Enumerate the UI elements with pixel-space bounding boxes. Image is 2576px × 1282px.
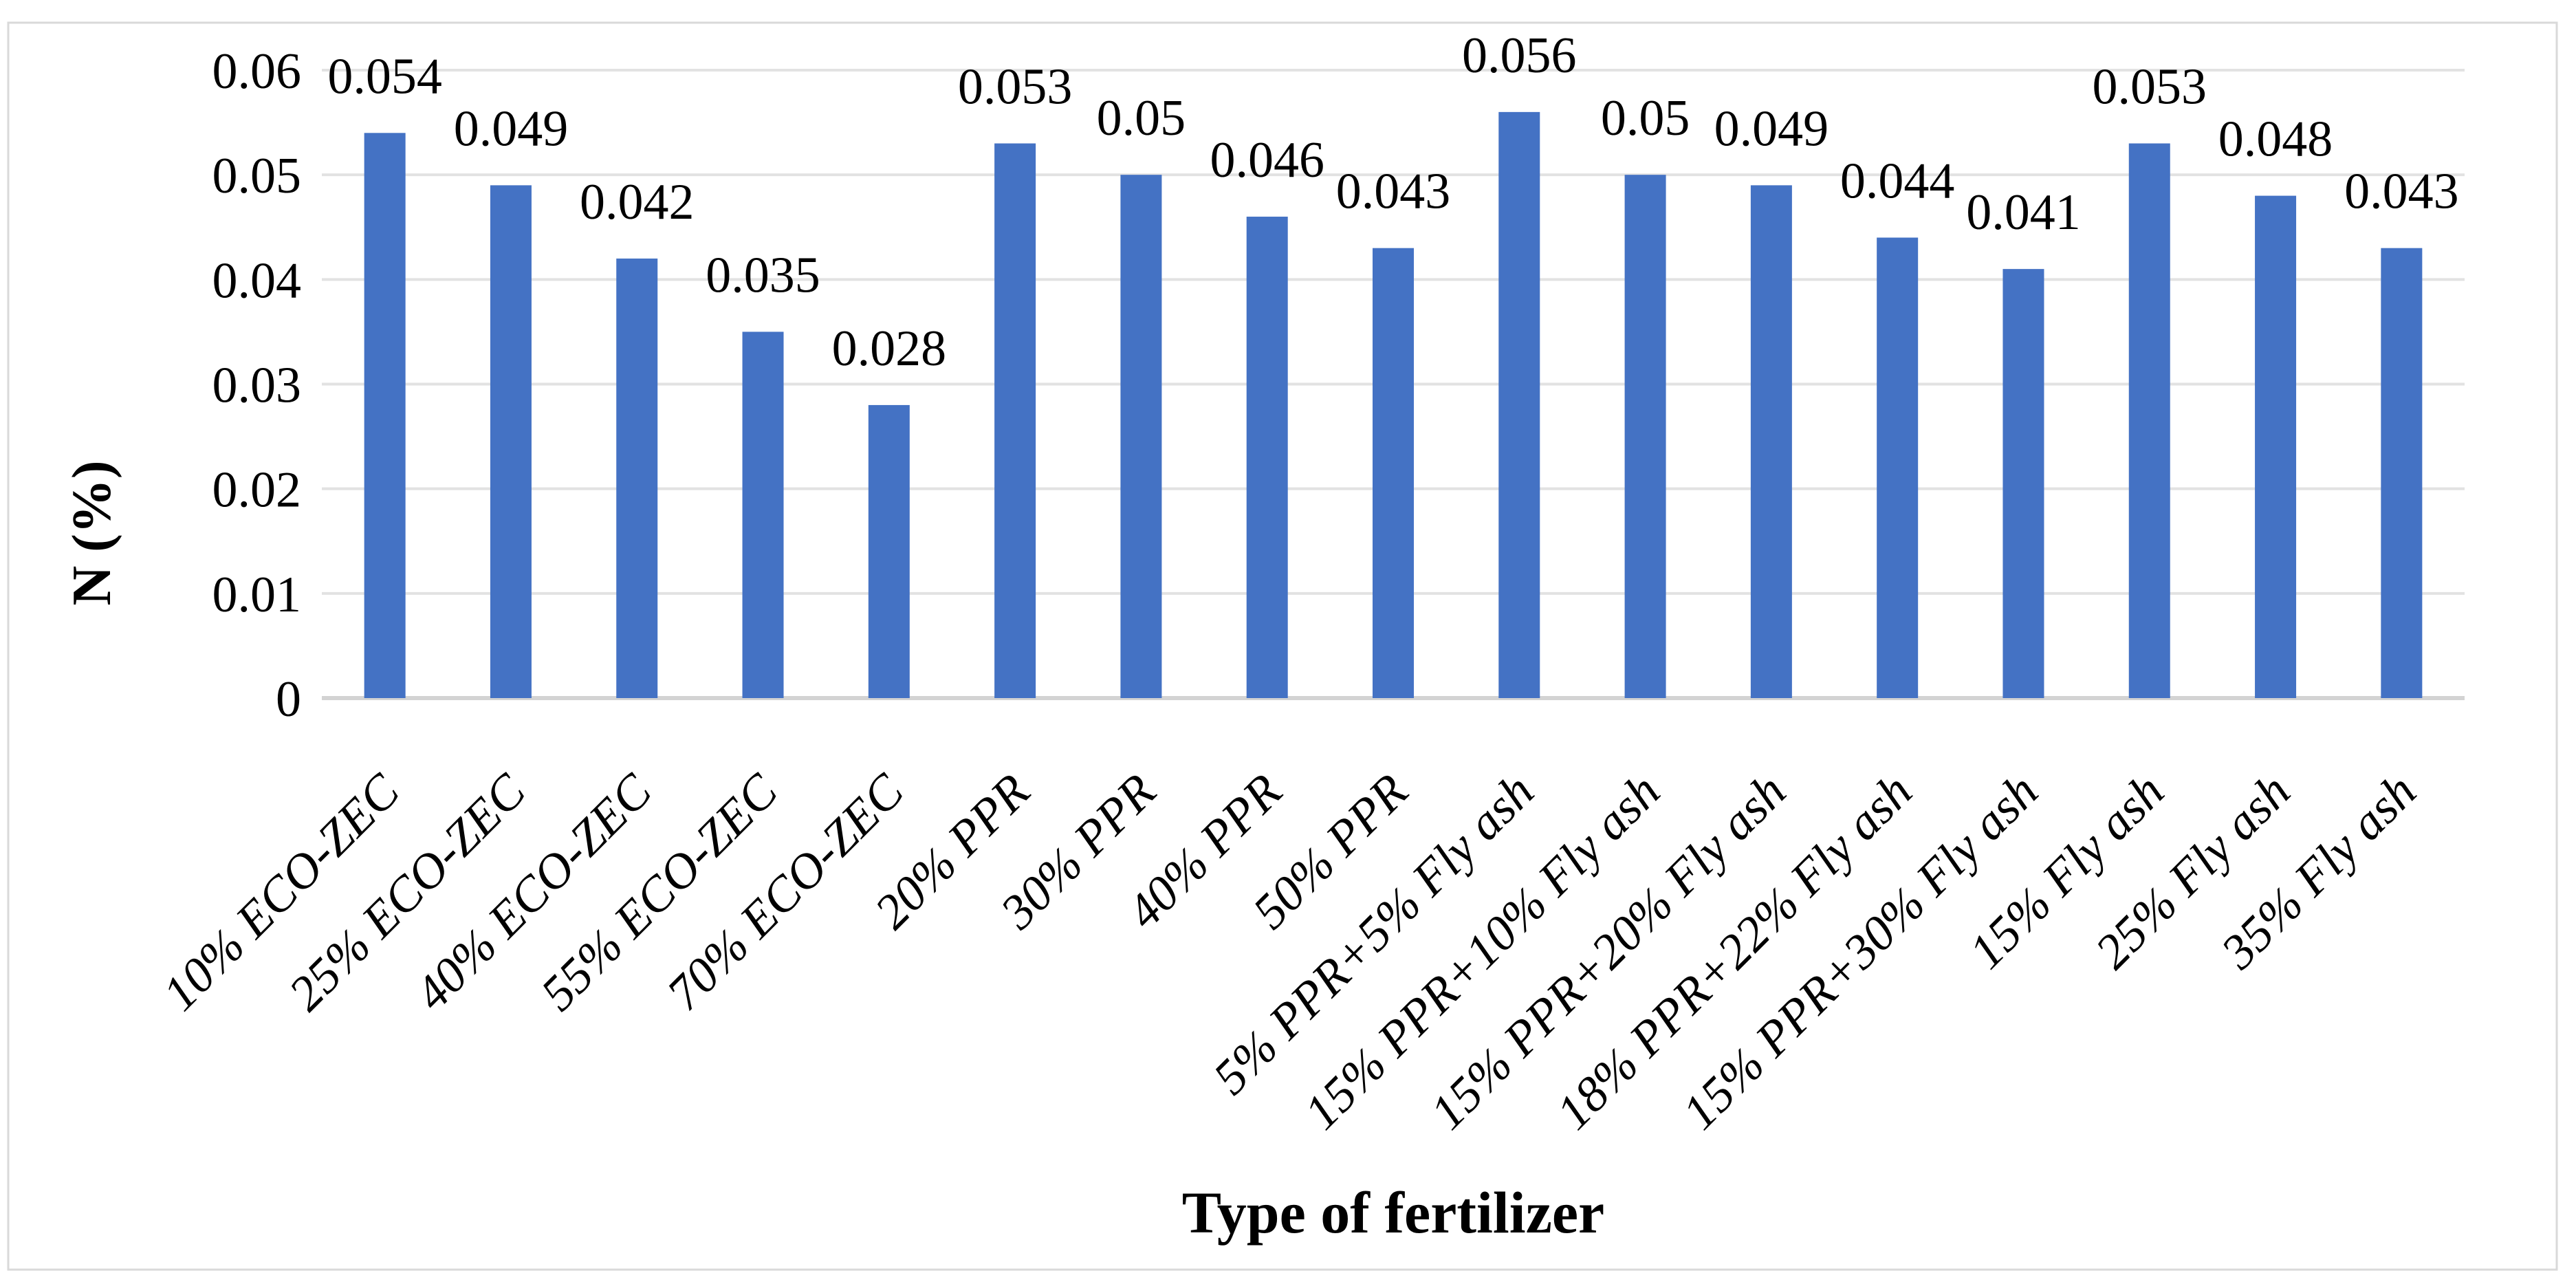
value-label: 0.035 (706, 247, 820, 303)
bar (1624, 175, 1666, 698)
bar (364, 133, 406, 699)
y-axis-title-group: N (%) (62, 460, 122, 605)
y-tick-label: 0.02 (212, 462, 302, 519)
bar (994, 143, 1036, 698)
value-label: 0.05 (1601, 90, 1690, 146)
bar (1498, 111, 1540, 698)
value-label: 0.049 (1714, 100, 1829, 157)
y-tick-label: 0 (276, 671, 301, 728)
value-label: 0.044 (1840, 153, 1955, 209)
y-tick-label: 0.04 (212, 252, 302, 309)
value-label: 0.028 (832, 320, 947, 377)
bar (742, 332, 784, 699)
y-tick-label: 0.06 (212, 43, 302, 100)
value-label: 0.043 (2344, 164, 2459, 220)
y-axis-title: N (%) (62, 460, 122, 605)
value-label: 0.046 (1210, 132, 1324, 188)
bar (2381, 248, 2423, 698)
value-label: 0.053 (2093, 59, 2207, 116)
bars-group (364, 111, 2423, 699)
value-label: 0.049 (454, 100, 569, 157)
bar (1750, 185, 1792, 699)
bar (1120, 175, 1162, 698)
bar (868, 404, 910, 698)
bar (616, 258, 658, 698)
bar (1373, 248, 1414, 698)
value-label: 0.043 (1336, 164, 1451, 220)
value-labels-group: 0.0540.0490.0420.0350.0280.0530.050.0460… (327, 28, 2458, 377)
value-label: 0.054 (327, 48, 442, 105)
y-tick-label: 0.05 (212, 148, 302, 204)
value-label: 0.042 (580, 174, 695, 230)
value-label: 0.048 (2218, 111, 2333, 168)
bar (1246, 217, 1288, 698)
bar (490, 185, 532, 699)
y-tick-labels-group: 0.06 0.05 0.04 0.03 0.02 0.01 0 (212, 43, 302, 728)
bar (2128, 143, 2170, 698)
y-tick-label: 0.03 (212, 358, 302, 414)
bar (2002, 269, 2044, 698)
x-axis-title: Type of fertilizer (1182, 1180, 1604, 1246)
y-tick-label: 0.01 (212, 567, 302, 623)
value-label: 0.056 (1462, 28, 1577, 84)
bar (1877, 237, 1919, 698)
value-label: 0.041 (1966, 184, 2081, 241)
value-label: 0.053 (958, 59, 1073, 116)
bar (2255, 195, 2297, 699)
value-label: 0.05 (1097, 90, 1186, 146)
